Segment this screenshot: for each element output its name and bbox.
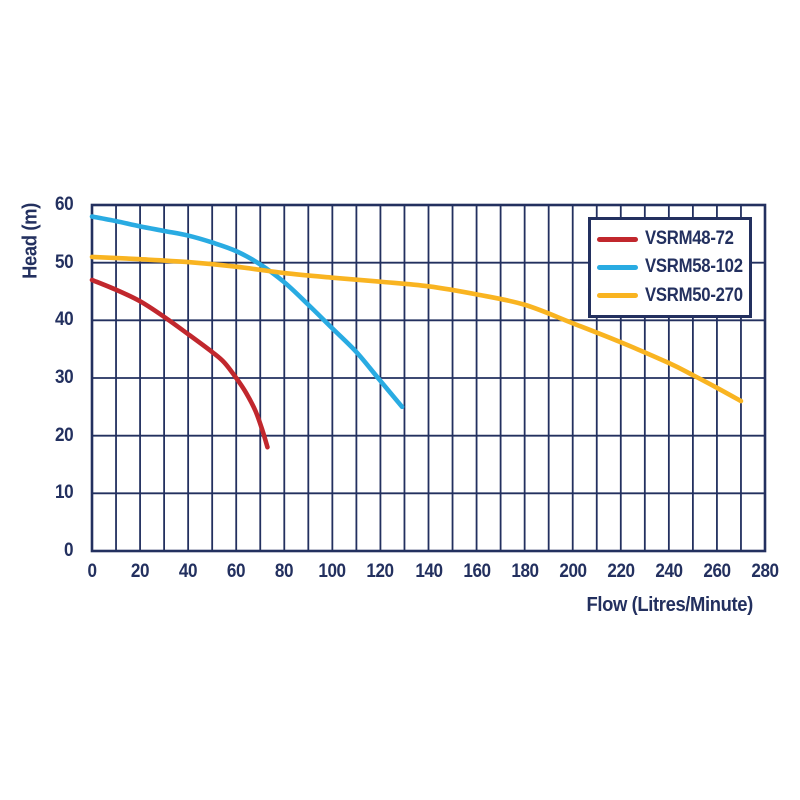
- legend-item: VSRM58-102: [597, 253, 756, 281]
- x-tick-label: 120: [366, 561, 395, 582]
- x-tick-label: 200: [559, 561, 587, 582]
- x-axis-title: Flow (Litres/Minute): [586, 594, 754, 616]
- x-tick-label: 220: [607, 561, 635, 582]
- y-tick-label: 40: [54, 309, 74, 331]
- series-curve-vsrm58-102: [89, 214, 405, 410]
- legend-swatch-vsrm50-270: [597, 293, 638, 299]
- legend-swatch-vsrm48-72: [597, 236, 638, 242]
- x-tick-label: 40: [179, 561, 198, 582]
- x-tick-label: 20: [130, 561, 150, 582]
- legend-swatch-vsrm58-102: [597, 264, 638, 270]
- x-tick-label: 240: [655, 561, 683, 582]
- series-curve-vsrm48-72: [89, 277, 270, 450]
- y-axis-title: Head (m): [19, 203, 42, 279]
- x-tick-label: 140: [414, 561, 443, 582]
- y-tick-label: 0: [63, 540, 74, 561]
- x-tick-label: 280: [751, 561, 779, 582]
- plot-border: [90, 203, 767, 553]
- y-tick-label: 30: [54, 367, 74, 388]
- legend: VSRM48-72 VSRM58-102 VSRM50-270: [588, 217, 752, 318]
- y-tick-label: 50: [54, 251, 74, 273]
- y-tick-label: 60: [54, 194, 74, 215]
- x-tick-label: 260: [703, 561, 731, 582]
- x-tick-label: 80: [275, 561, 294, 582]
- x-tick-label: 100: [318, 561, 347, 582]
- y-tick-label: 10: [54, 482, 74, 504]
- x-tick-label: 0: [87, 561, 97, 582]
- legend-label: VSRM50-270: [645, 284, 743, 306]
- series-curve-vsrm50-270: [89, 254, 744, 404]
- legend-item: VSRM48-72: [597, 225, 756, 253]
- legend-item: VSRM50-270: [597, 282, 756, 310]
- y-tick-label: 20: [54, 424, 74, 446]
- x-tick-label: 180: [511, 561, 539, 582]
- x-tick-label: 60: [227, 561, 246, 582]
- legend-label: VSRM48-72: [645, 228, 734, 250]
- x-tick-label: 160: [462, 561, 491, 582]
- legend-label: VSRM58-102: [645, 256, 743, 278]
